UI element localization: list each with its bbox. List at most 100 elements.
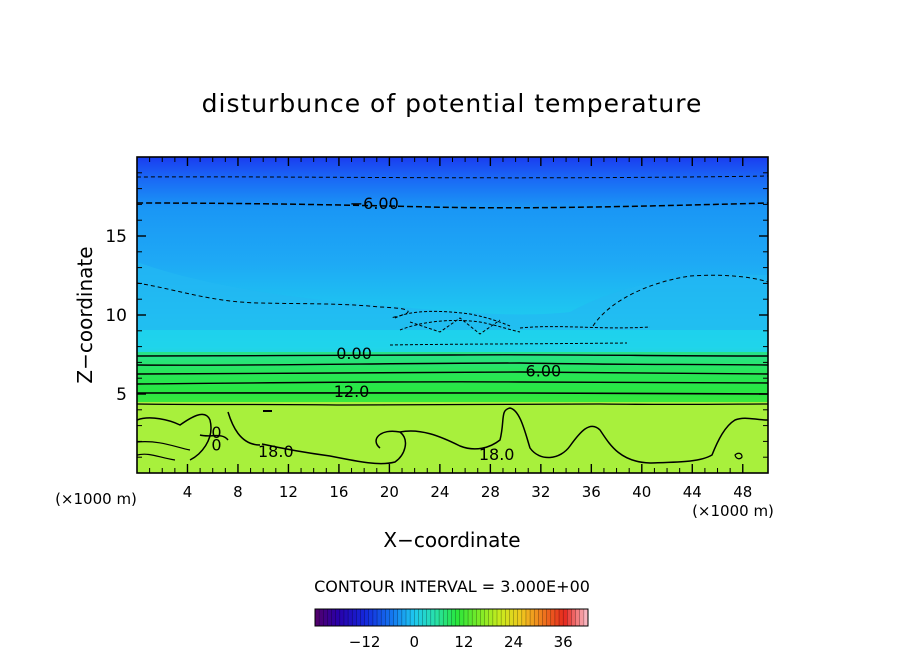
- colorbar-cell: [468, 609, 473, 626]
- contour-neg-cluster: [389, 310, 651, 346]
- colorbar-cell: [451, 609, 457, 626]
- colorbar-cell: [563, 609, 568, 626]
- colorbar-cell: [505, 609, 510, 626]
- plot-area: [137, 157, 768, 473]
- contour-18: [137, 407, 768, 465]
- colorbar-cell: [554, 609, 560, 626]
- colorbar-tick-label: 24: [504, 633, 523, 651]
- colorbar-cell: [389, 609, 395, 626]
- colorbar-cell: [414, 609, 419, 626]
- colorbar-cell: [447, 609, 452, 626]
- colorbar-tick-label: 36: [554, 633, 573, 651]
- colorbar-cell: [393, 609, 399, 626]
- x-tick-label: 28: [481, 483, 500, 501]
- x-tick-label: 24: [430, 483, 449, 501]
- colorbar-cell: [459, 609, 465, 626]
- colorbar-cell: [319, 609, 324, 626]
- colorbar-cell: [476, 609, 481, 626]
- contour-3: [137, 362, 768, 366]
- colorbar-cell: [501, 609, 506, 626]
- colorbar-cell: [356, 609, 361, 626]
- colorbar-cell: [571, 609, 577, 626]
- chart-title: disturbunce of potential temperature: [202, 89, 703, 118]
- x-tick-label: 32: [531, 483, 550, 501]
- colorbar-cell: [546, 609, 552, 626]
- colorbar-cell: [430, 609, 436, 626]
- contour-label: −6.00: [350, 194, 399, 213]
- colorbar-tick-label: 12: [454, 633, 473, 651]
- contour-label: 18.0: [479, 445, 515, 464]
- contour-neg-top: [137, 175, 768, 179]
- contour-label: 18.0: [258, 442, 294, 461]
- field-band-cyan: [137, 330, 768, 352]
- colorbar-cell: [401, 609, 407, 626]
- y-axis-ticks: 5 10 15: [105, 172, 768, 458]
- x-tick-label: 16: [329, 483, 348, 501]
- colorbar: −12 0 12 24 36: [314, 608, 589, 651]
- x-tick-label: 44: [683, 483, 702, 501]
- contour-18-b: [137, 441, 191, 461]
- colorbar-cell: [368, 609, 374, 626]
- colorbar-cell: [360, 609, 366, 626]
- x-unit-right: (×1000 m): [692, 502, 774, 520]
- contour-label: 6.00: [526, 361, 562, 380]
- colorbar-cell: [509, 609, 515, 626]
- colorbar-cell: [542, 609, 548, 626]
- colorbar-cell: [385, 609, 390, 626]
- x-tick-label: 8: [233, 483, 243, 501]
- contour-label: 0: [211, 436, 221, 455]
- x-tick-label: 20: [380, 483, 399, 501]
- colorbar-cell: [372, 609, 378, 626]
- colorbar-tick-label: −12: [349, 633, 381, 651]
- colorbar-cell: [339, 609, 345, 626]
- colorbar-cell: [559, 609, 564, 626]
- colorbar-cell: [484, 609, 490, 626]
- x-unit-left: (×1000 m): [55, 490, 137, 508]
- colorbar-cell: [331, 609, 337, 626]
- colorbar-cell: [381, 609, 386, 626]
- contour-labels: −6.00 0.00 6.00 12.0 18.0 18.0 00: [211, 194, 562, 464]
- contour-neg-3: [137, 274, 768, 327]
- colorbar-cell: [521, 609, 527, 626]
- colorbar-cell: [455, 609, 461, 626]
- y-tick-label: 10: [105, 306, 127, 326]
- colorbar-cell: [517, 609, 523, 626]
- contour-0: [137, 354, 768, 357]
- colorbar-cell: [406, 609, 411, 626]
- colorbar-cell: [434, 609, 440, 626]
- colorbar-cell: [480, 609, 486, 626]
- colorbar-cell: [530, 609, 535, 626]
- x-tick-label: 48: [733, 483, 752, 501]
- x-tick-label: 36: [582, 483, 601, 501]
- contour-12: [137, 391, 768, 395]
- colorbar-cell: [323, 609, 328, 626]
- colorbar-cell: [327, 609, 333, 626]
- colorbar-cell: [439, 609, 444, 626]
- contour-9: [137, 381, 768, 385]
- colorbar-cell: [538, 609, 543, 626]
- colorbar-cell: [492, 609, 498, 626]
- colorbar-cell: [418, 609, 424, 626]
- contour-15: [137, 403, 768, 406]
- contour-label: 0: [211, 423, 221, 442]
- colorbar-cell: [422, 609, 428, 626]
- x-axis-label: X−coordinate: [383, 528, 520, 552]
- colorbar-cell: [513, 609, 519, 626]
- field-band-light: [137, 262, 768, 330]
- contour-neg-6: [137, 202, 768, 209]
- colorbar-cell: [315, 609, 320, 626]
- y-tick-label: 15: [105, 227, 127, 247]
- colorbar-cell: [583, 609, 589, 626]
- colorbar-cell: [567, 609, 572, 626]
- contour-small-loop: [734, 452, 743, 460]
- colorbar-cell: [364, 609, 370, 626]
- colorbar-cell: [426, 609, 432, 626]
- colorbar-cell: [550, 609, 556, 626]
- x-tick-label: 4: [183, 483, 193, 501]
- colorbar-cell: [348, 609, 353, 626]
- colorbar-cell: [335, 609, 341, 626]
- colorbar-cell: [525, 609, 531, 626]
- field-band-green: [137, 352, 768, 402]
- x-tick-label: 40: [632, 483, 651, 501]
- colorbar-tick-label: 0: [409, 633, 419, 651]
